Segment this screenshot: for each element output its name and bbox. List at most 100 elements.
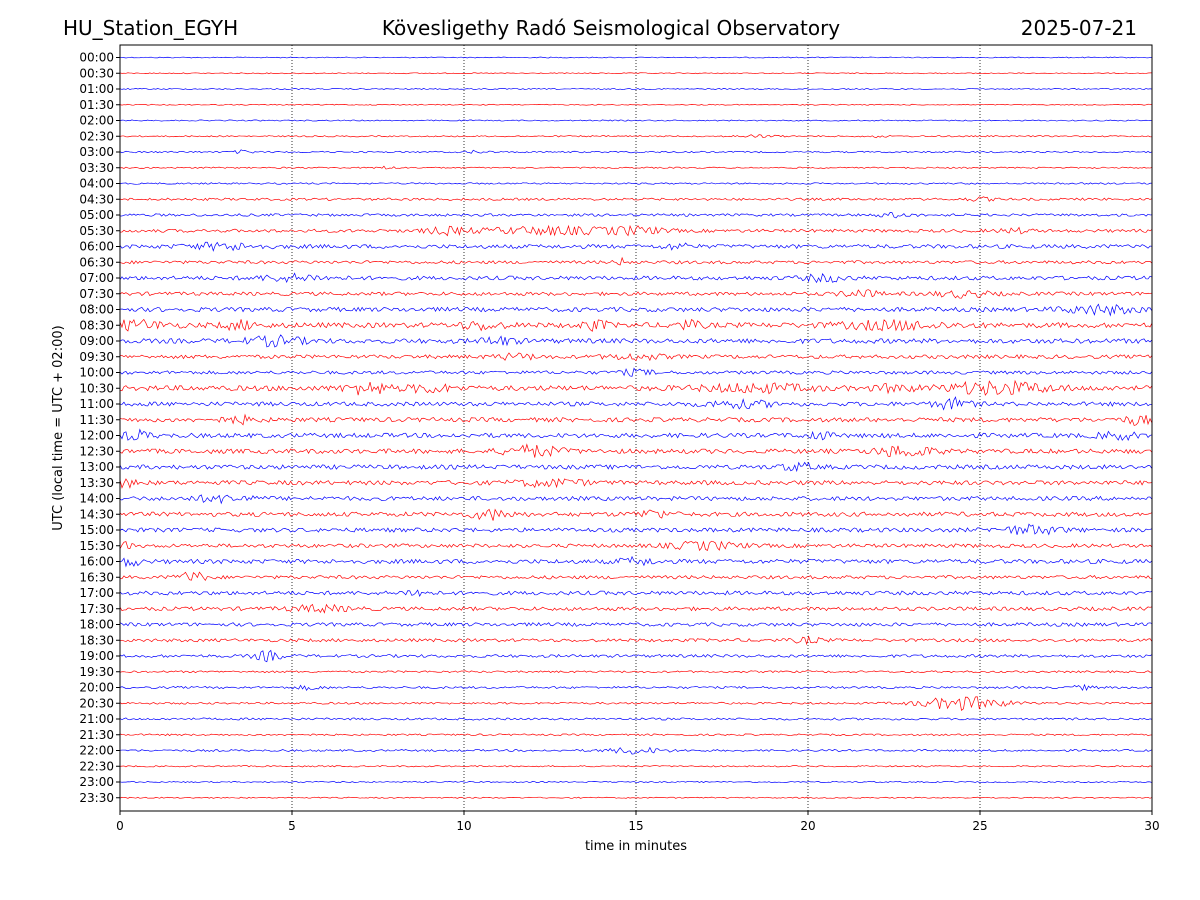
trace-0500 bbox=[119, 212, 1153, 219]
y-tick-label: 22:30 bbox=[79, 759, 114, 773]
trace-1130 bbox=[119, 413, 1153, 426]
x-axis-label: time in minutes bbox=[585, 839, 687, 854]
y-tick-label: 16:30 bbox=[79, 570, 114, 584]
y-tick-label: 09:00 bbox=[79, 334, 114, 348]
trace-2000 bbox=[119, 683, 1153, 692]
y-tick-label: 10:30 bbox=[79, 381, 114, 395]
trace-2130 bbox=[119, 733, 1153, 737]
trace-0030 bbox=[119, 72, 1153, 75]
trace-2030 bbox=[119, 696, 1153, 711]
y-tick-label: 17:00 bbox=[79, 586, 114, 600]
trace-0100 bbox=[119, 88, 1153, 90]
y-tick-label: 14:00 bbox=[79, 492, 114, 506]
y-tick-label: 16:00 bbox=[79, 555, 114, 569]
trace-1430 bbox=[119, 508, 1153, 521]
trace-1900 bbox=[119, 649, 1153, 663]
trace-1730 bbox=[119, 603, 1153, 614]
trace-1530 bbox=[119, 540, 1153, 552]
trace-0700 bbox=[119, 272, 1153, 284]
y-tick-label: 15:00 bbox=[79, 523, 114, 537]
x-tick-label: 0 bbox=[116, 819, 124, 833]
trace-0200 bbox=[119, 119, 1153, 122]
trace-1830 bbox=[119, 635, 1153, 646]
y-tick-label: 18:00 bbox=[79, 618, 114, 632]
y-tick-label: 13:00 bbox=[79, 460, 114, 474]
y-tick-label: 00:30 bbox=[79, 66, 114, 80]
x-tick-label: 20 bbox=[800, 819, 815, 833]
trace-1800 bbox=[119, 622, 1153, 627]
trace-1100 bbox=[119, 396, 1153, 411]
y-tick-label: 11:00 bbox=[79, 397, 114, 411]
y-tick-label: 18:30 bbox=[79, 633, 114, 647]
trace-1200 bbox=[119, 428, 1153, 442]
y-tick-label: 04:00 bbox=[79, 177, 114, 191]
y-tick-label: 02:30 bbox=[79, 129, 114, 143]
y-tick-label: 01:00 bbox=[79, 82, 114, 96]
trace-0900 bbox=[119, 334, 1153, 348]
y-tick-label: 12:30 bbox=[79, 444, 114, 458]
trace-0600 bbox=[119, 241, 1153, 252]
y-tick-label: 20:00 bbox=[79, 681, 114, 695]
trace-0730 bbox=[119, 289, 1153, 299]
grid-lines bbox=[291, 45, 981, 811]
trace-0530 bbox=[119, 224, 1153, 237]
y-tick-label: 06:00 bbox=[79, 240, 114, 254]
y-tick-label: 11:30 bbox=[79, 413, 114, 427]
trace-0330 bbox=[119, 165, 1153, 170]
trace-1630 bbox=[119, 571, 1153, 582]
y-tick-label: 19:30 bbox=[79, 665, 114, 679]
y-tick-label: 03:00 bbox=[79, 145, 114, 159]
plot-frame bbox=[119, 44, 1153, 812]
y-tick-label: 07:30 bbox=[79, 287, 114, 301]
y-tick-label: 04:30 bbox=[79, 192, 114, 206]
y-tick-label: 20:30 bbox=[79, 696, 114, 710]
trace-0230 bbox=[119, 134, 1153, 139]
y-tick-label: 00:00 bbox=[79, 51, 114, 65]
trace-group bbox=[119, 56, 1153, 799]
y-tick-label: 15:30 bbox=[79, 539, 114, 553]
station-title: HU_Station_EGYH bbox=[63, 16, 238, 40]
y-tick-label: 23:30 bbox=[79, 791, 114, 805]
y-tick-label: 03:30 bbox=[79, 161, 114, 175]
trace-0400 bbox=[119, 182, 1153, 185]
y-tick-label: 19:00 bbox=[79, 649, 114, 663]
trace-0000 bbox=[119, 56, 1153, 59]
y-tick-label: 06:30 bbox=[79, 255, 114, 269]
x-tick-label: 30 bbox=[1144, 819, 1159, 833]
trace-2100 bbox=[119, 717, 1153, 721]
trace-1300 bbox=[119, 461, 1153, 473]
trace-0300 bbox=[119, 149, 1153, 155]
trace-0430 bbox=[119, 196, 1153, 202]
trace-0830 bbox=[119, 318, 1153, 332]
trace-0800 bbox=[119, 303, 1153, 317]
y-axis-label: UTC (local time = UTC + 02:00) bbox=[51, 325, 66, 530]
x-tick-label: 25 bbox=[972, 819, 987, 833]
trace-1400 bbox=[119, 494, 1153, 505]
y-tick-label: 12:00 bbox=[79, 429, 114, 443]
trace-1500 bbox=[119, 523, 1153, 536]
trace-1930 bbox=[119, 670, 1153, 674]
trace-2330 bbox=[119, 796, 1153, 799]
y-tick-label: 02:00 bbox=[79, 114, 114, 128]
trace-2300 bbox=[119, 781, 1153, 784]
trace-1000 bbox=[119, 367, 1153, 377]
date-label: 2025-07-21 bbox=[1021, 16, 1137, 40]
x-tick-labels: 0 5 10 15 20 25 30 bbox=[116, 811, 1160, 833]
y-tick-label: 01:30 bbox=[79, 98, 114, 112]
trace-1030 bbox=[119, 379, 1153, 396]
y-tick-label: 23:00 bbox=[79, 775, 114, 789]
y-tick-label: 21:00 bbox=[79, 712, 114, 726]
y-tick-label: 08:30 bbox=[79, 318, 114, 332]
y-tick-label: 05:00 bbox=[79, 208, 114, 222]
y-tick-label: 17:30 bbox=[79, 602, 114, 616]
y-tick-label: 05:30 bbox=[79, 224, 114, 238]
y-tick-label: 14:30 bbox=[79, 507, 114, 521]
trace-2200 bbox=[119, 746, 1153, 755]
trace-1330 bbox=[119, 478, 1153, 489]
y-tick-label: 09:30 bbox=[79, 350, 114, 364]
trace-0930 bbox=[119, 352, 1153, 362]
y-tick-label: 10:00 bbox=[79, 366, 114, 380]
x-tick-label: 10 bbox=[456, 819, 471, 833]
trace-0630 bbox=[119, 256, 1153, 266]
